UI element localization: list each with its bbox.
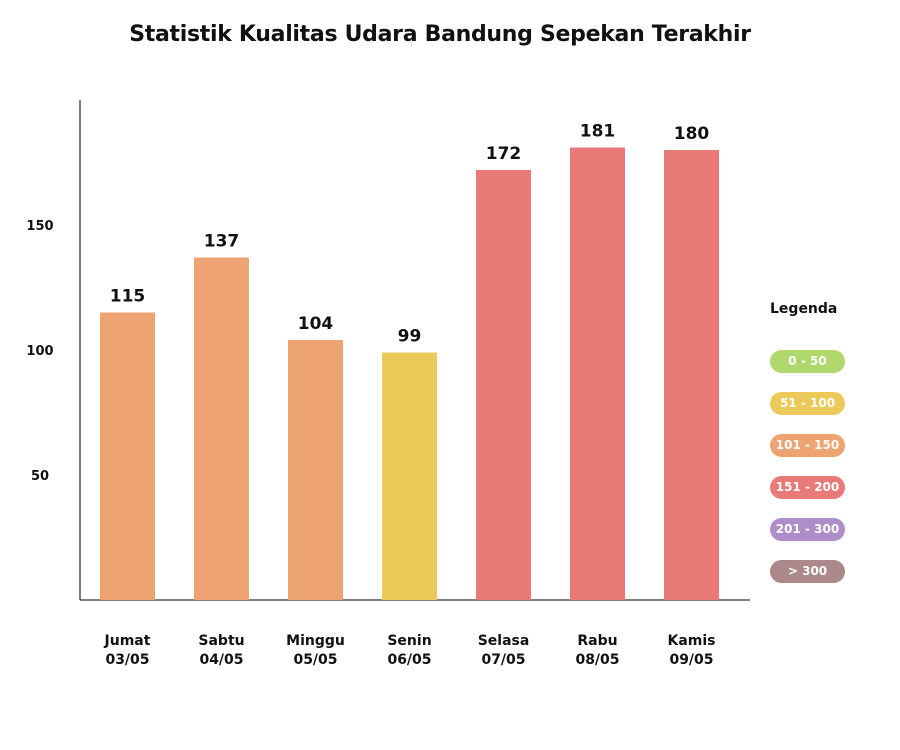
chart-title: Statistik Kualitas Udara Bandung Sepekan… (129, 22, 751, 47)
x-tick-label: 09/05 (669, 652, 713, 668)
x-tick-label: 08/05 (575, 652, 619, 668)
legend-title: Legenda (770, 301, 838, 317)
bar (382, 352, 437, 600)
legend: 0 - 50 51 - 100 101 - 150 151 - 200 201 - 30… (770, 350, 845, 602)
x-tick-label: Senin (387, 633, 431, 649)
legend-item: 0 - 50 (770, 350, 845, 373)
bar-value-label: 115 (110, 287, 146, 307)
legend-item: 51 - 100 (770, 392, 845, 415)
y-tick-label: 100 (26, 344, 53, 359)
x-tick-label: 06/05 (387, 652, 431, 668)
bar-value-label: 104 (298, 314, 334, 334)
y-tick-label: 150 (26, 219, 53, 234)
legend-item: 101 - 150 (770, 434, 845, 457)
legend-item: > 300 (770, 560, 845, 583)
x-tick-label: 04/05 (199, 652, 243, 668)
x-tick-label: 03/05 (105, 652, 149, 668)
x-tick-label: Minggu (286, 633, 345, 649)
x-tick-label: 05/05 (293, 652, 337, 668)
y-tick-label: 50 (31, 469, 49, 484)
bar-value-label: 99 (398, 327, 422, 347)
bar (288, 340, 343, 600)
bar-value-label: 137 (204, 232, 240, 252)
x-tick-label: Sabtu (198, 633, 244, 649)
legend-item: 151 - 200 (770, 476, 845, 499)
bar (664, 150, 719, 600)
bar (570, 147, 625, 600)
bar-value-label: 181 (580, 122, 616, 142)
x-tick-label: 07/05 (481, 652, 525, 668)
x-tick-label: Jumat (104, 633, 151, 649)
bar (100, 312, 155, 600)
bar (194, 257, 249, 600)
bar (476, 170, 531, 600)
x-tick-label: Rabu (577, 633, 617, 649)
legend-item: 201 - 300 (770, 518, 845, 541)
bar-value-label: 172 (486, 144, 522, 164)
bar-value-label: 180 (674, 124, 710, 144)
x-tick-label: Kamis (667, 633, 715, 649)
x-tick-label: Selasa (478, 633, 530, 649)
